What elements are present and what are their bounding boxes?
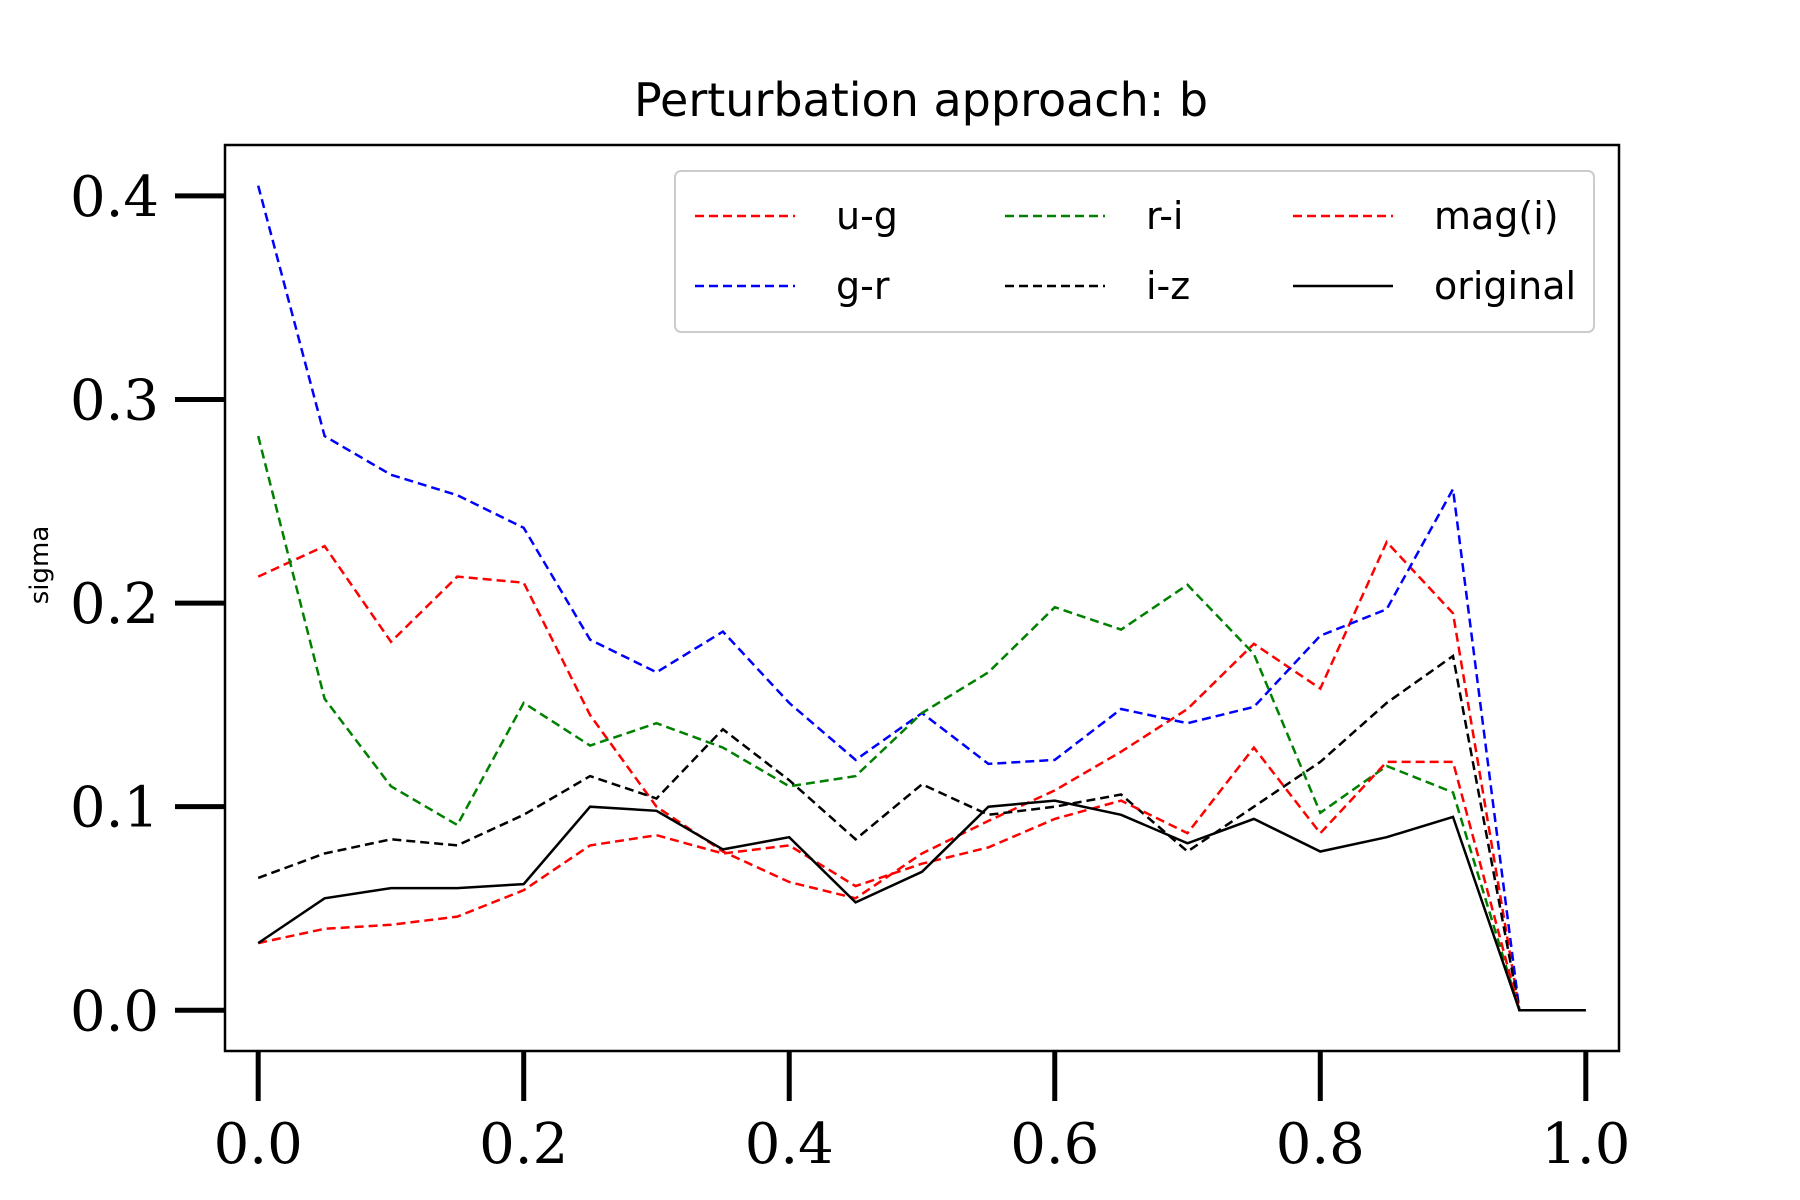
series-line-mag-i — [257, 745, 1586, 1012]
series-line-u-g — [257, 539, 1586, 1012]
series-line-original — [257, 799, 1586, 1012]
x-tick-label: 1.0 — [1541, 1112, 1630, 1177]
x-tick-label: 0.8 — [1276, 1112, 1365, 1177]
y-ticks: 0.0 0.1 0.2 0.3 0.4 — [70, 165, 225, 1044]
legend-entries: u-g g-r r-i i-z mag(i) original — [695, 194, 1576, 308]
legend-label: i-z — [1146, 264, 1190, 308]
x-tick-label: 0.0 — [214, 1112, 303, 1177]
y-tick-label: 0.1 — [70, 776, 159, 841]
y-axis-label: sigma — [25, 526, 55, 605]
legend-label: g-r — [836, 264, 890, 308]
y-tick-label: 0.2 — [70, 572, 159, 637]
y-tick-label: 0.3 — [70, 368, 159, 433]
series-lines — [256, 185, 1586, 1012]
series-line-r-i — [256, 435, 1586, 1012]
series-line-i-z — [257, 653, 1586, 1012]
y-tick-label: 0.0 — [70, 979, 159, 1044]
legend-label: original — [1434, 264, 1576, 308]
legend: u-g g-r r-i i-z mag(i) original — [674, 170, 1595, 333]
x-tick-label: 0.2 — [479, 1112, 568, 1177]
y-tick-label: 0.4 — [70, 165, 159, 230]
legend-label: u-g — [836, 194, 898, 238]
x-tick-label: 0.6 — [1010, 1112, 1099, 1177]
x-ticks: 0.0 0.2 0.4 0.6 0.8 1.0 — [214, 1051, 1630, 1177]
chart-title: Perturbation approach: b — [634, 73, 1208, 127]
legend-label: mag(i) — [1434, 194, 1559, 238]
x-tick-label: 0.4 — [745, 1112, 834, 1177]
legend-label: r-i — [1146, 194, 1183, 238]
legend-box — [674, 170, 1595, 333]
